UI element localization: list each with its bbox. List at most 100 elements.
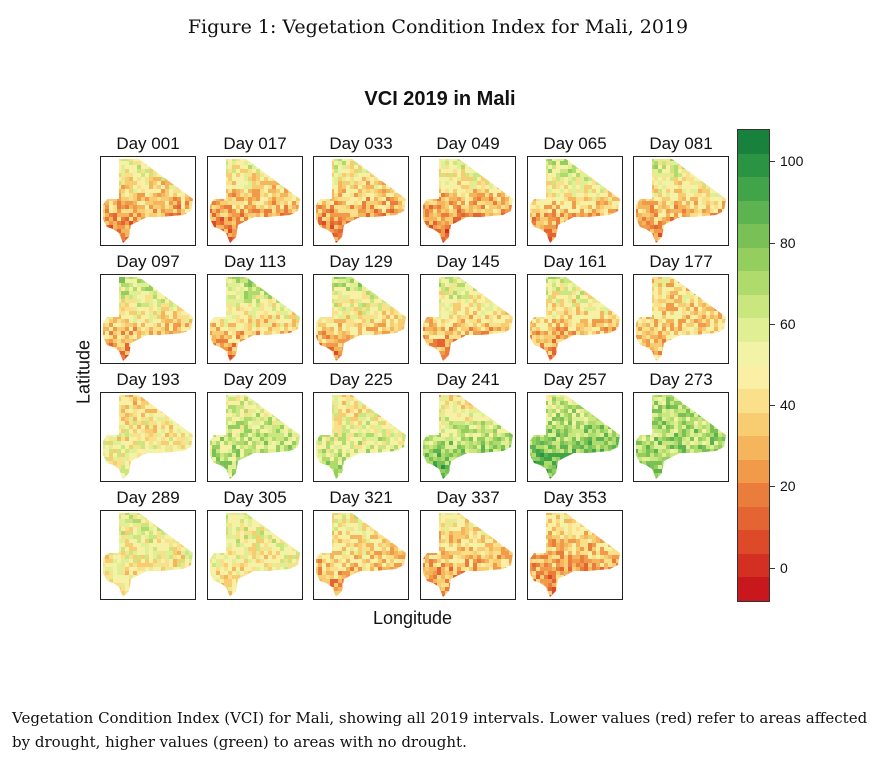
vci-cell (402, 217, 406, 221)
vci-cell (316, 283, 318, 287)
vci-cell (334, 241, 338, 243)
vci-cell (654, 209, 658, 213)
vci-cell (109, 233, 113, 237)
vci-cell (216, 327, 220, 331)
vci-cell (726, 181, 728, 185)
vci-cell (638, 225, 642, 229)
vci-cell (346, 241, 350, 243)
vci-cell (236, 347, 240, 351)
vci-map (316, 157, 408, 243)
vci-cell (210, 189, 212, 193)
vci-cell (236, 177, 240, 181)
vci-cell (489, 173, 493, 177)
vci-cell (576, 189, 580, 193)
vci-cell (682, 241, 686, 243)
vci-cell (228, 343, 232, 347)
vci-cell (714, 169, 718, 173)
vci-cell (272, 279, 276, 283)
vci-cell (228, 323, 232, 327)
vci-cell (556, 181, 560, 185)
vci-cell (530, 233, 532, 237)
vci-cell (441, 221, 445, 225)
vci-cell (105, 177, 109, 181)
vci-cell (346, 355, 350, 359)
vci-cell (394, 177, 398, 181)
vci-cell (374, 359, 378, 361)
vci-cell (714, 237, 718, 241)
vci-cell (157, 185, 161, 189)
vci-cell (362, 229, 366, 233)
vci-cell (600, 237, 604, 241)
vci-cell (658, 229, 662, 233)
vci-cell (252, 213, 256, 217)
vci-cell (473, 161, 477, 165)
vci-cell (113, 201, 117, 205)
vci-cell (161, 303, 165, 307)
vci-cell (276, 221, 280, 225)
vci-cell (330, 343, 334, 347)
vci-cell (121, 331, 125, 335)
vci-cell (264, 315, 268, 319)
vci-cell (252, 303, 256, 307)
vci-cell (658, 241, 662, 243)
vci-cell (322, 311, 326, 315)
vci-cell (193, 343, 195, 347)
vci-cell (109, 185, 113, 189)
vci-cell (334, 291, 338, 295)
vci-cell (105, 311, 109, 315)
vci-cell (133, 295, 137, 299)
vci-cell (117, 221, 121, 225)
vci-cell (497, 209, 501, 213)
vci-cell (698, 185, 702, 189)
vci-cell (592, 173, 596, 177)
vci-cell (382, 205, 386, 209)
vci-cell (300, 319, 302, 323)
vci-cell (105, 197, 109, 201)
vci-cell (650, 225, 654, 229)
vci-cell (406, 157, 408, 161)
vci-cell (642, 225, 646, 229)
vci-cell (181, 225, 185, 229)
vci-cell (576, 169, 580, 173)
vci-cell (173, 201, 177, 205)
vci-cell (642, 185, 646, 189)
vci-cell (374, 323, 378, 327)
vci-cell (189, 299, 193, 303)
vci-cell (556, 217, 560, 221)
vci-cell (256, 159, 260, 161)
vci-cell (584, 201, 588, 205)
vci-cell (465, 209, 469, 213)
vci-cell (342, 177, 346, 181)
vci-cell (686, 197, 690, 201)
vci-cell (592, 213, 596, 217)
vci-cell (465, 165, 469, 169)
vci-cell (322, 279, 326, 283)
vci-cell (477, 283, 481, 287)
vci-cell (189, 319, 193, 323)
vci-cell (189, 295, 193, 299)
vci-cell (706, 241, 710, 243)
vci-cell (346, 209, 350, 213)
vci-cell (509, 291, 513, 295)
vci-cell (530, 193, 532, 197)
vci-cell (268, 299, 272, 303)
vci-cell (334, 159, 338, 161)
vci-cell (129, 323, 133, 327)
vci-cell (346, 311, 350, 315)
vci-cell (228, 339, 232, 343)
vci-cell (137, 343, 141, 347)
vci-cell (698, 225, 702, 229)
vci-cell (276, 315, 280, 319)
vci-cell (161, 339, 165, 343)
vci-cell (588, 233, 592, 237)
vci-cell (288, 331, 292, 335)
vci-cell (505, 201, 509, 205)
vci-cell (457, 283, 461, 287)
vci-cell (248, 323, 252, 327)
vci-cell (268, 241, 272, 243)
vci-cell (342, 197, 346, 201)
vci-cell (513, 201, 515, 205)
vci-cell (457, 165, 461, 169)
vci-cell (481, 161, 485, 165)
vci-cell (616, 161, 620, 165)
